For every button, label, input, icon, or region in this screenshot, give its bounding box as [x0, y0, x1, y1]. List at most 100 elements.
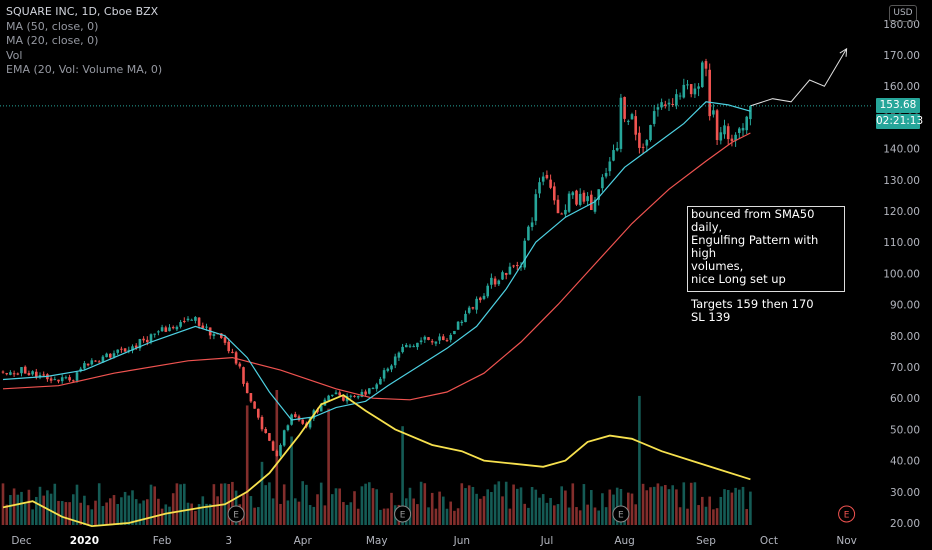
y-tick-label: 90.00: [890, 300, 920, 312]
volume-bar: [297, 501, 301, 525]
volume-bar: [60, 501, 64, 525]
candle-body: [368, 388, 371, 394]
candle-body: [245, 382, 249, 394]
volume-bar: [35, 496, 38, 525]
candle-body: [412, 346, 415, 348]
candle-body: [701, 62, 704, 88]
volume-bar: [641, 483, 645, 525]
earnings-marker[interactable]: E: [838, 505, 856, 523]
indicator-ma20[interactable]: MA (20, close, 0): [6, 34, 99, 48]
candle-body: [12, 373, 16, 375]
candlesticks: [1, 58, 752, 458]
candle-body: [393, 356, 397, 366]
volume-bar: [730, 492, 734, 525]
candle-body: [234, 352, 238, 364]
currency-button[interactable]: USD: [889, 5, 917, 22]
volume-bar: [712, 509, 715, 525]
candle-body: [645, 140, 649, 146]
candle-body: [741, 127, 745, 131]
candle-body: [142, 338, 145, 341]
volume-bar: [538, 497, 541, 525]
candle-body: [168, 327, 171, 332]
candle-body: [27, 373, 31, 376]
candle-body: [171, 327, 175, 329]
candle-body: [738, 128, 741, 133]
volume-bar: [157, 498, 160, 525]
earnings-marker[interactable]: E: [394, 505, 412, 523]
volume-bar: [719, 496, 723, 525]
volume-bar: [123, 491, 127, 525]
volume-bar: [97, 483, 101, 525]
candle-body: [549, 179, 552, 188]
volume-bar: [490, 492, 493, 525]
volume-bar: [430, 492, 434, 525]
y-tick-label: 40.00: [890, 456, 920, 468]
candle-body: [249, 393, 253, 402]
indicator-volume[interactable]: Vol: [6, 48, 23, 62]
candle-body: [105, 353, 108, 358]
volume-bar: [749, 491, 752, 525]
trade-note-annotation[interactable]: bounced from SMA50 daily, Engulfing Patt…: [687, 206, 845, 324]
volume-bar: [57, 500, 60, 525]
volume-bar: [564, 490, 567, 525]
volume-bar: [660, 486, 663, 525]
candle-body: [286, 425, 290, 431]
candle-body: [545, 174, 549, 179]
earnings-marker[interactable]: E: [612, 505, 630, 523]
candle-body: [205, 326, 208, 328]
volume-bar: [127, 495, 131, 525]
symbol-title[interactable]: SQUARE INC, 1D, Cboe BZX: [6, 5, 159, 18]
candle-body: [516, 265, 519, 267]
y-tick-label: 120.00: [883, 206, 920, 218]
earnings-marker[interactable]: E: [227, 505, 245, 523]
candle-body: [627, 120, 630, 122]
candle-body: [94, 360, 97, 362]
candle-body: [615, 148, 619, 151]
candle-body: [183, 321, 186, 323]
volume-bar: [279, 503, 282, 525]
candle-body: [712, 110, 715, 115]
volume-bar: [142, 500, 145, 525]
candle-body: [493, 278, 497, 285]
candle-body: [501, 272, 504, 280]
candle-body: [719, 132, 723, 141]
candle-body: [534, 194, 538, 221]
candle-body: [49, 378, 53, 381]
y-tick-label: 80.00: [890, 331, 920, 343]
candle-body: [416, 342, 419, 348]
volume-bar: [186, 502, 190, 525]
candle-body: [371, 388, 375, 390]
volume-bar: [708, 496, 711, 525]
candle-body: [175, 326, 179, 330]
candle-body: [697, 86, 700, 89]
candle-body: [112, 353, 116, 357]
x-tick-label: Feb: [153, 535, 172, 547]
y-tick-label: 110.00: [883, 237, 920, 249]
candle-body: [671, 103, 674, 106]
candle-body: [257, 408, 260, 418]
volume-bar: [601, 493, 604, 525]
candle-body: [375, 384, 378, 389]
ma20-line: [2, 101, 751, 421]
volume-bar: [534, 489, 538, 525]
candle-body: [571, 192, 575, 196]
indicator-volume-ema[interactable]: EMA (20, Vol: Volume MA, 0): [6, 63, 163, 77]
candle-body: [730, 138, 734, 142]
candle-body: [704, 61, 708, 69]
y-tick-label: 170.00: [883, 50, 920, 62]
volume-bar: [42, 495, 45, 525]
candle-body: [227, 341, 230, 352]
volume-bar: [630, 493, 634, 525]
candle-body: [586, 196, 589, 202]
candle-body: [530, 222, 534, 227]
candle-body: [1, 371, 5, 373]
volume-bar: [312, 506, 316, 525]
candle-body: [186, 318, 190, 321]
candle-body: [382, 370, 386, 379]
indicator-ma50[interactable]: MA (50, close, 0): [6, 19, 99, 33]
volume-bar: [5, 504, 8, 525]
volume-bar: [590, 490, 593, 525]
candle-body: [42, 374, 45, 376]
y-tick-label: 30.00: [890, 487, 920, 499]
